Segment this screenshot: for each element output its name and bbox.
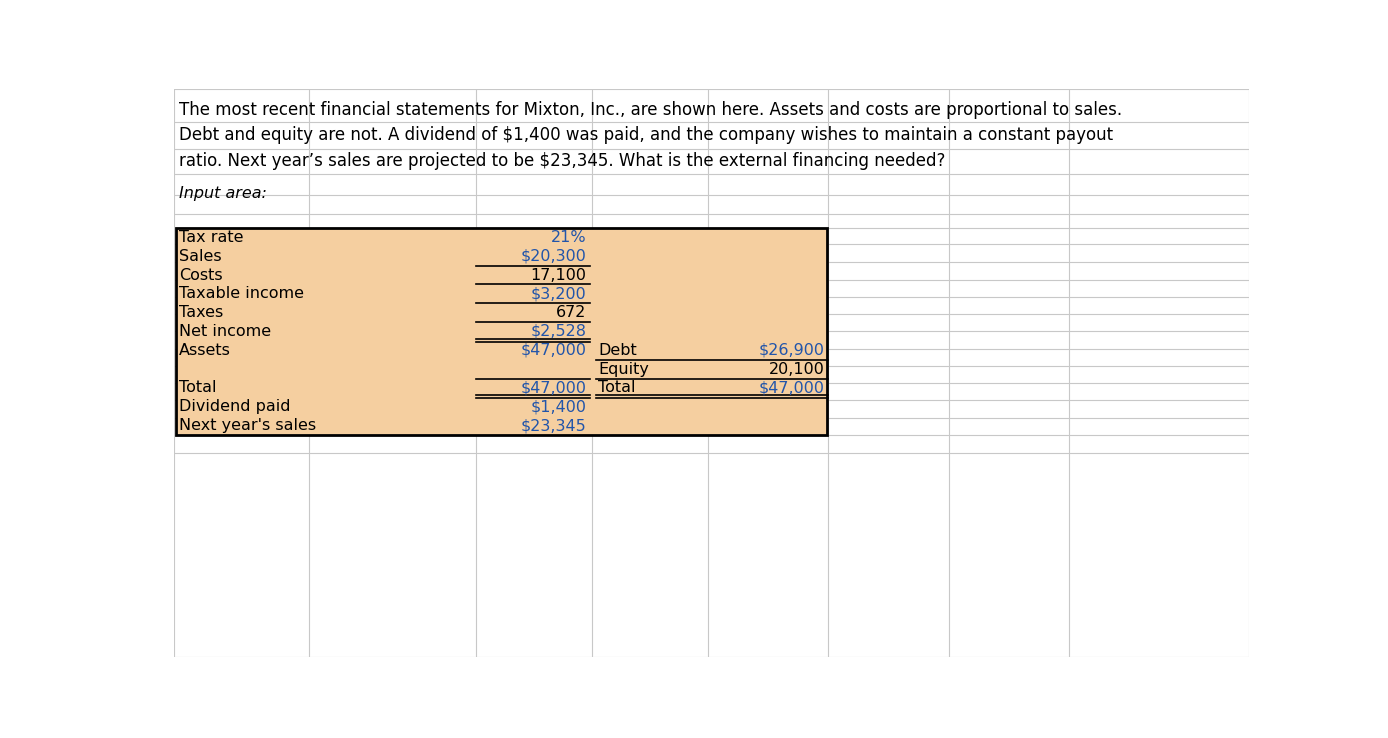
Text: 672: 672 <box>557 306 587 320</box>
Text: Dividend paid: Dividend paid <box>179 399 290 414</box>
Text: Tax rate: Tax rate <box>179 230 243 245</box>
Text: $47,000: $47,000 <box>758 381 824 396</box>
Text: $2,528: $2,528 <box>530 324 587 339</box>
Text: 17,100: 17,100 <box>530 267 587 283</box>
Text: Debt: Debt <box>598 343 637 358</box>
Bar <box>176 228 827 435</box>
Bar <box>176 228 827 435</box>
Text: $23,345: $23,345 <box>520 418 587 433</box>
Text: Total: Total <box>179 381 217 396</box>
Text: $20,300: $20,300 <box>520 249 587 263</box>
Text: Assets: Assets <box>179 343 230 358</box>
Text: 20,100: 20,100 <box>769 362 824 376</box>
Text: Taxable income: Taxable income <box>179 286 304 301</box>
Text: $1,400: $1,400 <box>530 399 587 414</box>
Text: Costs: Costs <box>179 267 222 283</box>
Text: The most recent financial statements for Mixton, Inc., are shown here. Assets an: The most recent financial statements for… <box>179 101 1122 119</box>
Text: Taxes: Taxes <box>179 306 223 320</box>
Text: Equity: Equity <box>598 362 650 376</box>
Text: Next year's sales: Next year's sales <box>179 418 316 433</box>
Text: $3,200: $3,200 <box>530 286 587 301</box>
Text: $47,000: $47,000 <box>520 343 587 358</box>
Text: $26,900: $26,900 <box>758 343 824 358</box>
Text: Sales: Sales <box>179 249 222 263</box>
Text: Net income: Net income <box>179 324 271 339</box>
Text: $47,000: $47,000 <box>520 381 587 396</box>
Text: Debt and equity are not. A dividend of $1,400 was paid, and the company wishes t: Debt and equity are not. A dividend of $… <box>179 126 1113 145</box>
Text: Input area:: Input area: <box>179 185 266 201</box>
Text: ratio. Next year’s sales are projected to be $23,345. What is the external finan: ratio. Next year’s sales are projected t… <box>179 152 945 170</box>
Text: 21%: 21% <box>551 230 587 245</box>
Text: Total: Total <box>598 381 636 396</box>
